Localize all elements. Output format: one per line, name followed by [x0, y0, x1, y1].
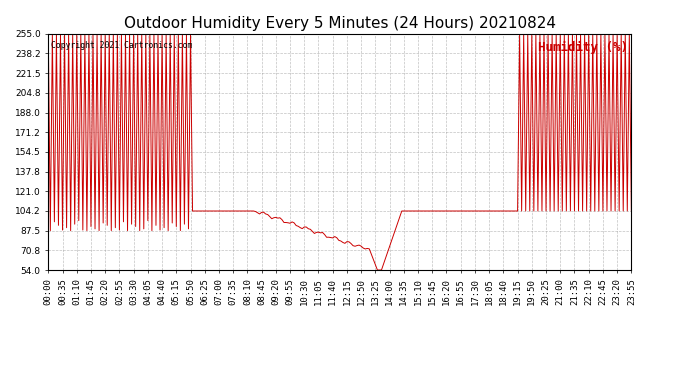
- Title: Outdoor Humidity Every 5 Minutes (24 Hours) 20210824: Outdoor Humidity Every 5 Minutes (24 Hou…: [124, 16, 556, 31]
- Text: Copyright 2021 Cartronics.com: Copyright 2021 Cartronics.com: [51, 41, 193, 50]
- Text: Humidity (%): Humidity (%): [538, 41, 629, 54]
